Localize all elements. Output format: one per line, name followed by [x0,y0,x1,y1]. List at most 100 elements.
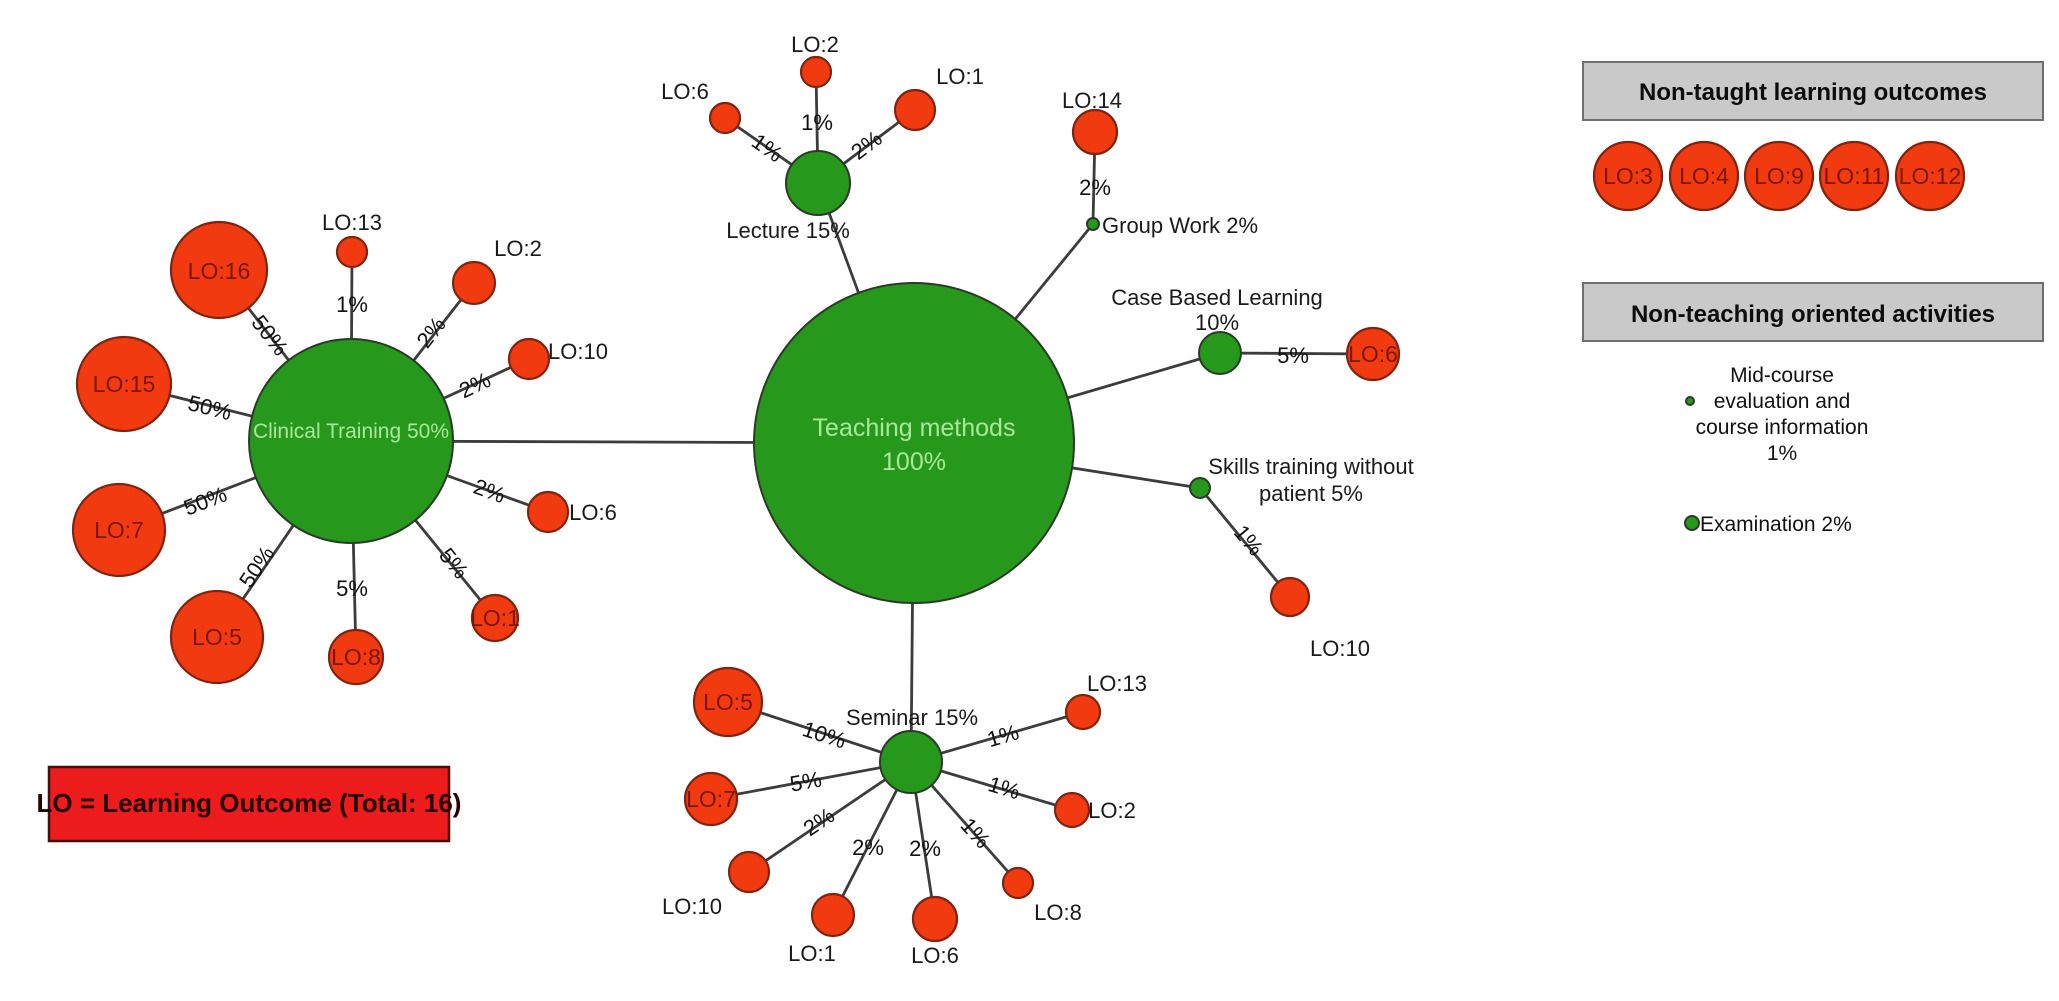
legend-box [47,765,451,843]
pct-casebased-lo6: 5% [1277,343,1309,368]
pct-seminar-lo7: 5% [788,767,824,797]
non-taught-header-text: Non-taught learning outcomes [1639,79,1987,106]
label-clinical-lo1: LO:1 [470,605,520,631]
node-lecture-lo6 [708,101,742,135]
label-lecture-lo2: LO:2 [791,32,839,57]
label-seminar-lo8: LO:8 [1034,900,1082,925]
node-clinical-lo13 [335,235,369,269]
pct-clinical-lo6: 2% [470,474,508,508]
pct-seminar-lo1: 2% [852,835,884,860]
pct-lecture-lo2: 1% [801,110,833,135]
node-seminar [879,730,943,794]
pct-groupwork-lo14: 2% [1079,175,1111,200]
pct-seminar-lo6: 2% [909,836,941,861]
label-lecture-lo1: LO:1 [936,64,984,89]
node-casebased-lo6 [1345,326,1401,382]
clinical-label: Clinical Training 50% [253,420,449,443]
label-clinical-lo13: LO:13 [322,210,382,235]
node-lecture [785,150,851,216]
node-clinical-lo7 [71,482,167,578]
node-labels: Teaching methods 100% Clinical Training … [93,32,1414,968]
pct-seminar-lo5: 10% [800,716,850,753]
label-seminar-lo2: LO:2 [1088,798,1136,823]
label-seminar-lo6: LO:6 [911,943,959,968]
node-seminar-lo6 [911,895,959,943]
non-taught-header-box [1582,61,2044,121]
lecture-label: Lecture 15% [726,218,850,243]
edge-seminar-lo10 [748,760,912,874]
node-examination-dot [1684,515,1700,531]
node-seminar-lo13 [1064,693,1102,731]
pct-clinical-lo10: 2% [455,367,494,403]
skills-label-line2: patient 5% [1259,481,1363,506]
label-nontaught-lo12: LO:12 [1899,163,1962,189]
label-groupwork-lo14: LO:14 [1062,88,1122,113]
outcome-nodes [71,55,1401,943]
label-clinical-lo15: LO:15 [93,371,156,397]
node-clinical-lo16 [169,220,269,320]
node-teaching-methods [753,282,1075,604]
node-clinical-lo1 [470,593,520,643]
non-teaching-header-box [1582,282,2044,342]
label-nontaught-lo4: LO:4 [1679,163,1729,189]
label-clinical-lo2: LO:2 [494,236,542,261]
node-clinical-lo8 [327,628,385,686]
node-clinical-lo6 [526,490,570,534]
pct-clinical-lo8: 5% [336,576,368,601]
node-seminar-lo2 [1053,791,1091,829]
label-seminar-lo10: LO:10 [662,894,722,919]
node-lecture-lo2 [799,55,833,89]
pct-seminar-lo13: 1% [984,719,1021,752]
label-seminar-lo1: LO:1 [788,941,836,966]
node-lecture-lo1 [893,88,937,132]
node-clinical-lo2 [451,260,497,306]
casebased-label-line2: 10% [1195,310,1239,335]
node-case-based-learning [1198,331,1242,375]
mid-course-line2: evaluation and [1714,390,1851,413]
side-panel: Non-taught learning outcomes LO:3 LO:4 L… [1582,61,2044,536]
groupwork-label: Group Work 2% [1102,213,1258,238]
pct-clinical-lo7: 50% [180,481,230,520]
pct-lecture-lo6: 1% [747,128,787,167]
node-nontaught-lo3 [1592,140,1664,212]
label-clinical-lo6: LO:6 [569,500,617,525]
label-clinical-lo8: LO:8 [331,644,381,670]
skills-label-line1: Skills training without [1208,454,1413,479]
mid-course-line1: Mid-course [1730,364,1834,387]
label-clinical-lo16: LO:16 [188,258,251,284]
mid-course-line4: 1% [1767,442,1797,465]
node-groupwork-lo14 [1071,108,1119,156]
legend-text: LO = Learning Outcome (Total: 16) [37,788,462,818]
node-clinical-lo10 [507,337,551,381]
edge-seminar-lo7 [710,760,912,801]
label-nontaught-lo11: LO:11 [1824,163,1885,189]
pct-clinical-lo5: 50% [234,542,279,592]
legend: LO = Learning Outcome (Total: 16) [37,765,462,843]
casebased-label-line1: Case Based Learning [1111,285,1323,310]
pct-clinical-lo13: 1% [336,292,368,317]
node-clinical-lo5 [169,589,265,685]
label-nontaught-lo9: LO:9 [1754,163,1804,189]
label-seminar-lo5: LO:5 [703,689,753,715]
label-seminar-lo13: LO:13 [1087,671,1147,696]
node-nontaught-lo11 [1818,140,1890,212]
node-nontaught-lo12 [1894,140,1966,212]
label-clinical-lo5: LO:5 [192,624,242,650]
node-skills-training [1189,477,1211,499]
activity-nodes [248,150,1242,794]
pct-clinical-lo15: 50% [185,390,234,425]
examination-label: Examination 2% [1700,513,1852,536]
node-seminar-lo1 [810,892,856,938]
node-mid-course-dot [1685,396,1695,406]
node-seminar-lo10 [727,850,771,894]
label-casebased-lo6: LO:6 [1348,341,1398,367]
label-clinical-lo10: LO:10 [548,339,608,364]
label-lecture-lo6: LO:6 [661,79,709,104]
label-nontaught-lo3: LO:3 [1603,163,1653,189]
pct-skills-lo10: 1% [1229,520,1269,560]
edge-skills-lo10 [1198,487,1292,598]
node-seminar-lo5 [692,666,764,738]
center-label-line1: Teaching methods [813,414,1016,442]
